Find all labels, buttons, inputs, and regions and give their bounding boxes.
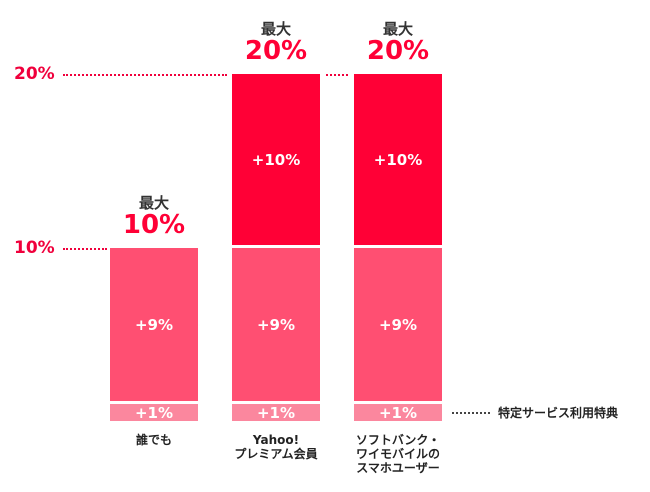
bar3-segment-1: +1% <box>354 404 442 422</box>
bar1-max-value: 10% <box>122 210 186 240</box>
bar3-max-value: 20% <box>366 36 430 66</box>
bar2-category: Yahoo! プレミアム会員 <box>216 433 336 461</box>
bar3-segment-9: +9% <box>354 248 442 401</box>
category-line: ワイモバイルの <box>355 447 440 461</box>
bar2-segment-1: +1% <box>232 404 320 422</box>
category-line: プレミアム会員 <box>234 447 318 461</box>
category-line: 誰でも <box>135 433 172 447</box>
bar2-segment-10: +10% <box>232 74 320 245</box>
gridline-20 <box>63 74 227 76</box>
bar2-max-value: 20% <box>244 36 308 66</box>
y-tick-20: 20% <box>14 64 55 84</box>
bar1-category: 誰でも <box>94 433 214 447</box>
legend-leader-dots <box>452 412 490 414</box>
bar3-segment-10: +10% <box>354 74 442 245</box>
bar1-max-prefix: 最大 <box>138 194 169 212</box>
bar1-segment-1: +1% <box>110 404 198 422</box>
bar3-max-prefix: 最大 <box>382 20 413 38</box>
gridline-10 <box>63 248 107 250</box>
bar2-segment-9: +9% <box>232 248 320 401</box>
bar1-segment-9: +9% <box>110 248 198 401</box>
bar2-max-prefix: 最大 <box>260 20 291 38</box>
bar3-category: ソフトバンク・ ワイモバイルの スマホユーザー <box>338 433 458 475</box>
category-line: ソフトバンク・ <box>355 433 441 447</box>
legend-label: 特定サービス利用特典 <box>498 406 619 420</box>
category-line: Yahoo! <box>252 433 300 447</box>
gridline-20-b <box>326 74 348 76</box>
y-tick-10: 10% <box>14 238 55 258</box>
category-line: スマホユーザー <box>356 461 440 475</box>
